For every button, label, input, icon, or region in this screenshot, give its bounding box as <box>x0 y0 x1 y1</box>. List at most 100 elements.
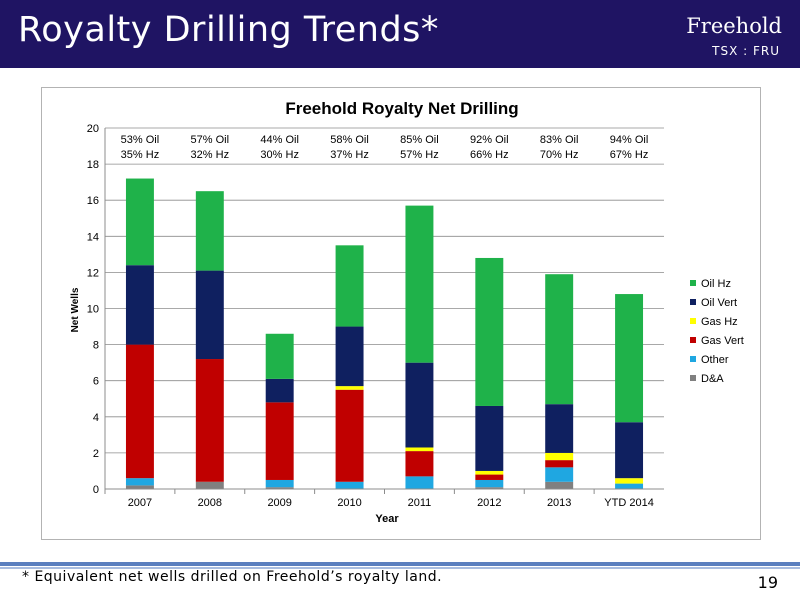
y-tick-label: 20 <box>87 123 99 135</box>
stacked-bar-chart: Freehold Royalty Net Drilling Net Wells … <box>70 99 744 525</box>
bar-d-a <box>545 481 574 489</box>
annotation-oil: 44% Oil <box>260 134 299 146</box>
bar-other <box>335 481 364 489</box>
legend-swatch <box>690 299 696 305</box>
bar-oil-hz <box>265 333 294 379</box>
bar-other <box>545 467 574 482</box>
bar-gas-vert <box>265 402 294 480</box>
bar-oil-vert <box>475 405 504 471</box>
bar-d-a <box>265 487 294 489</box>
bar-oil-vert <box>265 378 294 403</box>
footer-divider-thin <box>0 567 800 569</box>
bar-oil-vert <box>545 404 574 453</box>
bar-oil-vert <box>335 326 364 387</box>
annotation-oil: 94% Oil <box>610 134 649 146</box>
bar-oil-vert <box>125 265 154 345</box>
chart-title: Freehold Royalty Net Drilling <box>285 99 518 118</box>
bar-other <box>475 479 504 488</box>
annotation-hz: 35% Hz <box>121 149 160 161</box>
legend-swatch <box>690 280 696 286</box>
y-tick-label: 4 <box>93 412 99 424</box>
x-tick-label: 2011 <box>408 497 432 509</box>
annotation-oil: 57% Oil <box>191 134 230 146</box>
annotation-oil: 83% Oil <box>540 134 579 146</box>
chart-frame: Freehold Royalty Net Drilling Net Wells … <box>41 87 761 540</box>
slide-title: Royalty Drilling Trends* <box>18 10 439 50</box>
bar-oil-hz <box>545 274 574 405</box>
bar-gas-hz <box>475 470 504 475</box>
legend-item: Other <box>701 354 729 366</box>
bar-oil-vert <box>405 362 434 448</box>
bar-oil-hz <box>405 205 434 363</box>
bar-gas-vert <box>125 344 154 479</box>
bar-gas-vert <box>545 460 574 468</box>
annotation-hz: 66% Hz <box>470 149 509 161</box>
annotation-hz: 37% Hz <box>330 149 369 161</box>
footnote: * Equivalent net wells drilled on Freeho… <box>22 569 443 585</box>
bar-gas-hz <box>405 447 434 452</box>
x-tick-label: YTD 2014 <box>604 497 654 509</box>
ticker-symbol: TSX : FRU <box>712 44 780 58</box>
x-tick-label: 2010 <box>337 497 361 509</box>
x-tick-label: 2013 <box>547 497 571 509</box>
bar-oil-hz <box>615 294 644 423</box>
legend-swatch <box>690 318 696 324</box>
bar-d-a <box>195 481 224 489</box>
bar-gas-hz <box>335 386 364 390</box>
legend-swatch <box>690 375 696 381</box>
x-tick-label: 2009 <box>267 497 291 509</box>
annotation-hz: 67% Hz <box>610 149 649 161</box>
annotation-oil: 85% Oil <box>400 134 439 146</box>
annotation-oil: 92% Oil <box>470 134 509 146</box>
bar-gas-vert <box>405 451 434 477</box>
bar-oil-hz <box>195 191 224 271</box>
x-tick-label: 2012 <box>477 497 501 509</box>
annotation-hz: 30% Hz <box>260 149 299 161</box>
bar-gas-vert <box>475 474 504 480</box>
y-tick-label: 2 <box>93 448 99 460</box>
annotation-oil: 53% Oil <box>121 134 160 146</box>
bar-gas-hz <box>615 478 644 484</box>
bar-oil-hz <box>125 178 154 266</box>
annotation-hz: 70% Hz <box>540 149 579 161</box>
bar-other <box>265 479 294 488</box>
x-axis-label: Year <box>375 513 399 525</box>
legend-item: Oil Vert <box>701 297 737 309</box>
annotation-hz: 57% Hz <box>400 149 439 161</box>
y-tick-label: 18 <box>87 159 99 171</box>
bar-oil-hz <box>335 245 364 327</box>
title-bar: Royalty Drilling Trends* Freehold TSX : … <box>0 0 800 68</box>
legend-swatch <box>690 337 696 343</box>
legend-swatch <box>690 356 696 362</box>
bar-other <box>615 483 644 489</box>
bar-oil-vert <box>615 422 644 479</box>
x-tick-label: 2008 <box>198 497 222 509</box>
y-tick-label: 0 <box>93 484 99 496</box>
y-axis-label: Net Wells <box>70 287 81 332</box>
x-tick-label: 2007 <box>128 497 152 509</box>
y-tick-label: 8 <box>93 340 99 352</box>
y-tick-label: 10 <box>87 304 99 316</box>
bar-gas-vert <box>195 359 224 482</box>
bar-gas-vert <box>335 389 364 482</box>
bar-other <box>125 478 154 486</box>
page-number: 19 <box>757 573 778 592</box>
annotation-hz: 32% Hz <box>191 149 230 161</box>
annotation-oil: 58% Oil <box>330 134 369 146</box>
bar-d-a <box>125 485 154 489</box>
y-tick-label: 16 <box>87 195 99 207</box>
bar-oil-hz <box>475 257 504 406</box>
bar-gas-hz <box>545 452 574 461</box>
footer-divider <box>0 562 800 566</box>
brand-logo: Freehold <box>686 14 782 38</box>
y-tick-label: 6 <box>93 376 99 388</box>
y-tick-label: 12 <box>87 267 99 279</box>
legend-item: Oil Hz <box>701 278 731 290</box>
legend-item: Gas Hz <box>701 316 738 328</box>
legend-item: Gas Vert <box>701 335 744 347</box>
bar-d-a <box>475 487 504 489</box>
bar-oil-vert <box>195 270 224 360</box>
y-tick-label: 14 <box>87 231 99 243</box>
bar-other <box>405 476 434 489</box>
legend-item: D&A <box>701 373 724 385</box>
